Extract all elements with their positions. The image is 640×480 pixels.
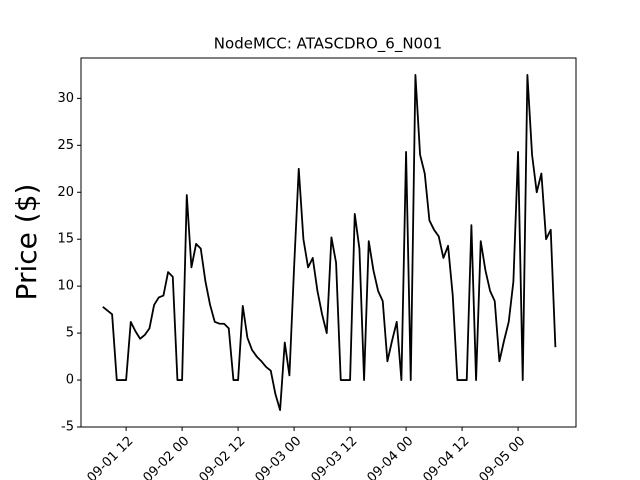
x-tick-label: 09-02 00 [140,434,192,480]
y-tick-label: 20 [57,185,74,200]
x-tick-label: 09-04 12 [420,434,472,480]
y-tick-label: 0 [66,373,74,388]
x-tick-label: 09-04 00 [364,434,416,480]
y-tick-label: 25 [57,138,74,153]
y-tick-label: 10 [57,279,74,294]
y-tick-label: 5 [66,326,74,341]
x-tick-label: 09-03 00 [252,434,304,480]
chart-title: NodeMCC: ATASCDRO_6_N001 [214,35,442,54]
x-tick-label: 09-05 00 [476,434,528,480]
y-tick-label: 30 [57,91,74,106]
y-tick-label: -5 [61,420,74,435]
x-tick-label: 09-02 12 [196,434,248,480]
plot-frame [80,57,577,428]
y-tick-label: 15 [57,232,74,247]
x-tick-label: 09-01 12 [84,434,136,480]
y-axis-label: Price ($) [10,184,43,301]
x-tick-label: 09-03 12 [308,434,360,480]
price-line [102,74,557,411]
